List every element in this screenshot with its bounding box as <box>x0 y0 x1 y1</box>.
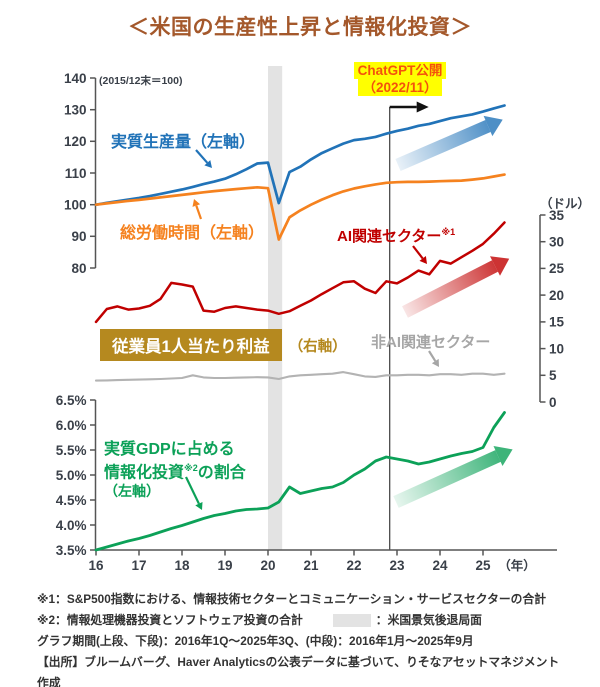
footnote-2-right: ：米国景気後退局面 <box>375 612 482 627</box>
trend-arrow-ggreen <box>393 450 501 508</box>
x-axis-tick-label: 23 <box>389 558 405 573</box>
trend-arrow-head-gred <box>490 256 510 276</box>
trend-arrow-head-gblue <box>483 115 503 137</box>
it-investment-left-axis-note: （左軸） <box>104 483 160 500</box>
real-output-label: 実質生産量（左軸） <box>111 134 256 151</box>
profit-right-axis-note: （右軸） <box>288 338 347 355</box>
profit-per-employee-label-box: 従業員1人当たり利益 <box>100 329 282 361</box>
x-axis-tick-label: 19 <box>217 558 232 573</box>
recession-band-swatch <box>332 613 371 627</box>
top-left-axis-tick-label: 130 <box>64 103 87 118</box>
x-axis-tick-label: 21 <box>303 558 319 573</box>
non-ai-sector-pointer-arrow <box>428 350 437 362</box>
it-investment-label-line2: 情報化投資※2の割合 <box>104 463 246 482</box>
chatgpt-release-label: ChatGPT公開 （2022/11） <box>341 62 459 96</box>
non-ai-sector-pointer-arrow-head <box>431 358 439 367</box>
footnote-1: ※1：S&P500指数における、情報技術セクターとコミュニケーション・サービスセ… <box>37 592 547 606</box>
footnote-source: 【出所】ブルームバーグ、Haver Analyticsの公表データに基づいて、り… <box>37 654 560 687</box>
it-investment-pointer-arrow <box>185 476 200 505</box>
chart-area: 140 130 120 110 100 90 80 35 30 25 20 15 10 5 0 6.5% 6.0… <box>56 16 591 573</box>
ai-sector-footnote-ref: ※1 <box>441 227 456 237</box>
trend-arrow-head-ggreen <box>493 446 513 466</box>
trend-arrow-gred <box>402 260 498 318</box>
ai-sector-pointer-arrow <box>412 245 424 260</box>
top-left-axis-tick-label: 100 <box>64 198 87 213</box>
it-investment-label: 実質GDPに占める 情報化投資※2の割合 （左軸） <box>104 440 246 501</box>
bottom-left-axis-tick-label: 4.5% <box>56 493 87 508</box>
bottom-left-axis-tick-label: 6.5% <box>56 393 87 408</box>
bottom-left-axis-tick-label: 6.0% <box>56 418 87 433</box>
top-left-axis-tick-label: 110 <box>65 166 87 181</box>
real-output-pointer-arrow-head <box>204 160 212 168</box>
trend-arrow-gblue <box>395 120 491 171</box>
middle-right-axis-tick-label: 25 <box>549 261 565 276</box>
top-left-axis-tick-label: 120 <box>64 134 87 149</box>
middle-right-axis-tick-label: 0 <box>549 395 557 410</box>
ai-sector-line <box>94 221 506 324</box>
x-axis-tick-label: 22 <box>346 558 361 573</box>
top-left-axis-tick-label: 80 <box>71 261 86 276</box>
chatgpt-marker-arrowhead <box>416 101 429 113</box>
ai-sector-label-text: AI関連セクター <box>337 228 442 245</box>
total-hours-pointer-arrow <box>195 205 203 220</box>
it-investment-footnote-ref: ※2 <box>184 463 198 473</box>
x-axis-tick-label: 24 <box>432 558 448 573</box>
recession-band <box>268 66 283 550</box>
real-output-line <box>94 104 506 207</box>
real-output-pointer-arrow <box>195 149 209 164</box>
x-axis-tick-label: 17 <box>131 558 146 573</box>
top-left-axis-tick-label: 140 <box>64 71 87 86</box>
bottom-left-axis-tick-label: 3.5% <box>56 543 87 558</box>
chatgpt-release-label-line2: （2022/11） <box>358 79 442 96</box>
x-axis-tick-label: 16 <box>88 558 104 573</box>
middle-right-axis-tick-label: 5 <box>549 368 557 383</box>
bottom-left-axis-tick-label: 5.5% <box>56 443 87 458</box>
bottom-left-axis-tick-label: 5.0% <box>56 468 87 483</box>
middle-right-axis-tick-label: 35 <box>549 208 565 223</box>
total-hours-pointer-arrow-head <box>192 199 201 207</box>
total-hours-label: 総労働時間（左軸） <box>120 225 265 242</box>
footnote-2: ※2：情報処理機器投資とソフトウェア投資の合計 ：米国景気後退局面 <box>37 610 563 631</box>
non-ai-sector-label: 非AI関連セクター <box>371 334 491 351</box>
profit-per-employee-label-row: 従業員1人当たり利益 （右軸） <box>100 329 347 361</box>
index-base-note: (2015/12末＝100) <box>99 75 183 87</box>
it-investment-pointer-arrow-head <box>195 502 203 510</box>
total-hours-line <box>94 173 506 241</box>
dollar-unit-label: （ドル） <box>540 197 591 211</box>
year-unit-label: （年） <box>498 558 536 573</box>
x-axis-tick-label: 20 <box>260 558 275 573</box>
page-title: ＜米国の生産性上昇と情報化投資＞ <box>128 16 472 39</box>
it-investment-share-line <box>94 411 506 552</box>
non-ai-sector-line <box>94 371 506 382</box>
middle-right-axis-tick-label: 15 <box>549 315 565 330</box>
middle-right-axis-tick-label: 30 <box>549 235 564 250</box>
x-axis-tick-label: 25 <box>475 558 491 573</box>
footnote-2-left: ※2：情報処理機器投資とソフトウェア投資の合計 <box>37 612 303 627</box>
productivity-chart-svg: 140 130 120 110 100 90 80 35 30 25 20 15 10 5 0 6.5% 6.0… <box>56 66 565 573</box>
chatgpt-release-label-line1: ChatGPT公開 <box>353 62 447 79</box>
middle-right-axis-tick-label: 10 <box>549 341 564 356</box>
x-axis-tick-label: 18 <box>174 558 190 573</box>
top-left-axis-tick-label: 90 <box>71 229 86 244</box>
it-investment-label-line1: 実質GDPに占める <box>104 441 235 458</box>
middle-right-axis-tick-label: 20 <box>549 288 564 303</box>
footnote-period: グラフ期間(上段、下段)：2016年1Q～2025年3Q、(中段)：2016年1… <box>37 633 474 648</box>
ai-sector-label: AI関連セクター※1 <box>337 225 455 246</box>
ai-sector-pointer-arrow-head <box>419 256 427 264</box>
footnotes: ※1：S&P500指数における、情報技術セクターとコミュニケーション・サービスセ… <box>0 589 600 687</box>
bottom-left-axis-tick-label: 4.0% <box>56 518 87 533</box>
